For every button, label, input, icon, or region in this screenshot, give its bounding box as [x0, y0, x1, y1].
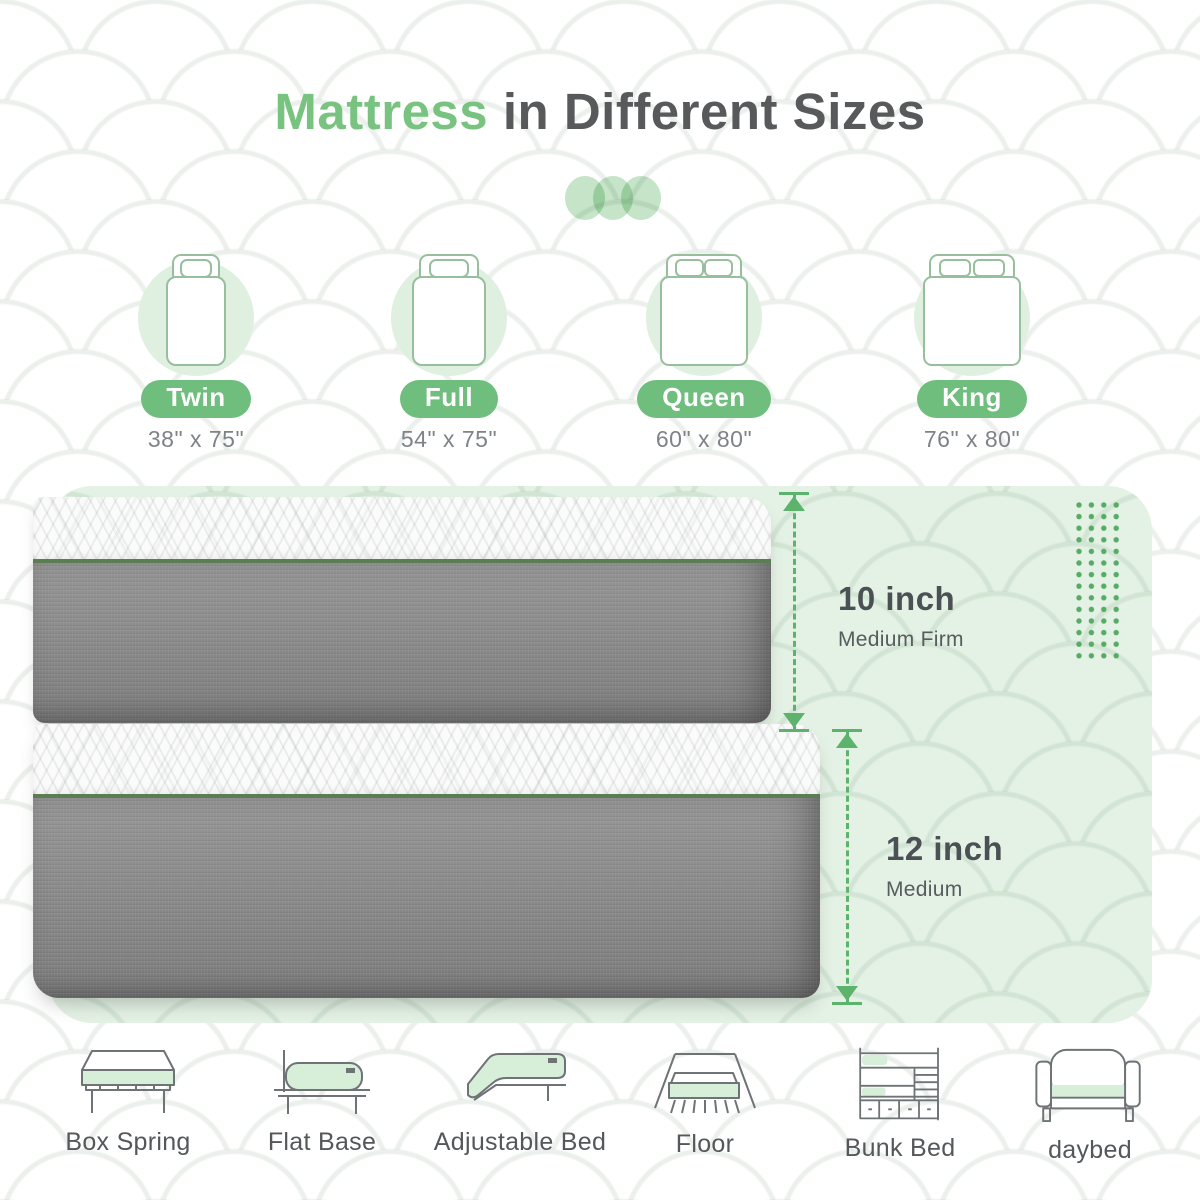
queen-icon-wrap: [604, 252, 804, 376]
queen-mattress-top-icon: [660, 254, 748, 366]
base-label: Box Spring: [65, 1128, 191, 1156]
size-pill-twin: Twin: [141, 380, 251, 418]
spec-10-inch: 10 inch Medium Firm: [838, 580, 964, 652]
flat-base-icon: [274, 1050, 370, 1114]
twin-mattress-top-icon: [166, 254, 226, 366]
size-card-king: King 76" x 80": [872, 252, 1072, 453]
mattress-gray-fabric-side: [33, 798, 820, 998]
king-mattress-top-icon: [923, 254, 1021, 366]
base-label: Adjustable Bed: [433, 1128, 607, 1156]
spec-12-inch: 12 inch Medium: [886, 830, 1003, 902]
full-icon-wrap: [349, 252, 549, 376]
base-daybed: daybed: [995, 1046, 1185, 1165]
base-adjustable-bed: Adjustable Bed: [425, 1046, 615, 1157]
measure-dashed-line: [792, 495, 796, 729]
measure-cap: [832, 1002, 862, 1005]
size-card-twin: Twin 38" x 75": [96, 252, 296, 453]
mattress-12-inch-photo: [33, 724, 820, 998]
adjustable-bed-icon: [467, 1053, 566, 1101]
base-box-spring: Box Spring: [33, 1046, 223, 1157]
twin-icon-wrap: [96, 252, 296, 376]
base-flat-base: Flat Base: [227, 1046, 417, 1157]
size-dimensions-twin: 38" x 75": [147, 425, 245, 452]
floor-icon: [654, 1053, 756, 1114]
spec-firmness-label: Medium Firm: [838, 628, 964, 651]
measure-cap: [832, 729, 862, 732]
size-pill-queen: Queen: [637, 380, 771, 418]
box-spring-icon: [81, 1050, 175, 1113]
measure-arrow-10-inch: [779, 492, 809, 732]
mattress-quilted-top: [33, 724, 820, 794]
measure-arrow-12-inch: [832, 729, 862, 1005]
size-dimensions-queen: 60" x 80": [655, 425, 753, 452]
size-pill-king: King: [917, 380, 1027, 418]
base-label: Flat Base: [267, 1128, 377, 1156]
king-icon-wrap: [872, 252, 1072, 376]
base-floor: Floor: [610, 1046, 800, 1159]
base-label: Floor: [675, 1130, 735, 1158]
measure-arrow-down-icon: [783, 713, 805, 728]
page-title: Mattress in Different Sizes: [0, 83, 1200, 140]
daybed-icon: [1035, 1048, 1141, 1123]
measure-cap: [779, 492, 809, 495]
size-card-queen: Queen 60" x 80": [604, 252, 804, 453]
mattress-quilted-top: [33, 497, 771, 559]
page-title-rest: in Different Sizes: [488, 83, 926, 140]
bunk-bed-icon: [859, 1047, 939, 1121]
size-dimensions-king: 76" x 80": [923, 425, 1021, 452]
spec-firmness-label: Medium: [886, 878, 963, 901]
mattress-10-inch-photo: [33, 497, 771, 723]
base-label: daybed: [1048, 1136, 1132, 1164]
measure-dashed-line: [845, 732, 849, 1002]
circle-dot: [621, 176, 661, 220]
size-pill-full: Full: [399, 380, 499, 418]
mattress-green-piping: [33, 559, 771, 563]
mattress-green-piping: [33, 794, 820, 798]
spec-height-label: 10 inch: [838, 580, 956, 617]
page-title-highlight: Mattress: [274, 83, 489, 140]
overlapping-circles-icon: [565, 176, 661, 220]
size-dimensions-full: 54" x 75": [400, 425, 498, 452]
size-card-full: Full 54" x 75": [349, 252, 549, 453]
base-label: Bunk Bed: [844, 1134, 956, 1162]
spec-height-label: 12 inch: [886, 830, 1004, 867]
base-bunk-bed: Bunk Bed: [805, 1046, 995, 1163]
measure-cap: [779, 729, 809, 732]
full-mattress-top-icon: [412, 254, 486, 366]
dot-grid-icon: [1076, 502, 1122, 662]
mattress-gray-fabric-side: [33, 563, 771, 723]
measure-arrow-down-icon: [836, 986, 858, 1001]
